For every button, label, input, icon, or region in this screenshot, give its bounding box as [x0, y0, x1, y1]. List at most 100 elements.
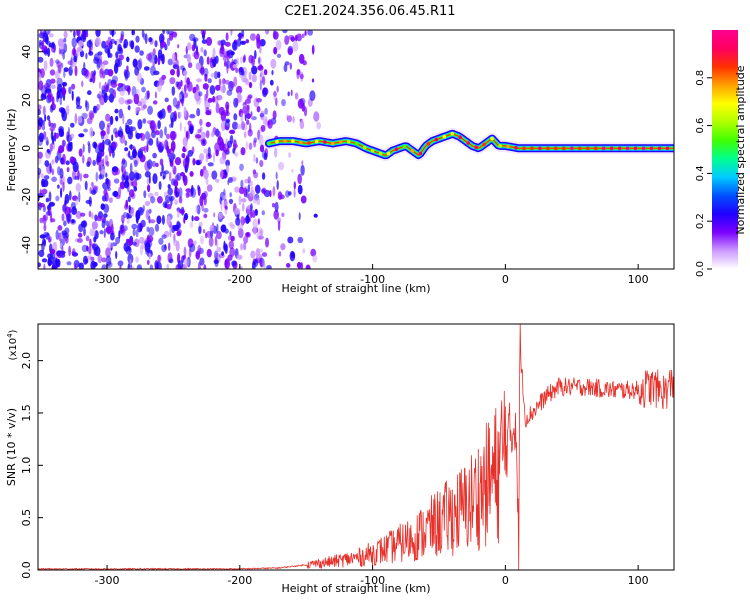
- spectrogram-cell: [229, 81, 235, 89]
- spectrogram-cell: [57, 166, 61, 176]
- spectrogram-cell: [41, 40, 45, 47]
- spectrogram-cell: [89, 228, 96, 237]
- spectrogram-cell: [117, 260, 124, 267]
- spectrogram-cell: [114, 40, 117, 45]
- spectrogram-cell: [129, 126, 136, 132]
- chart-title: C2E1.2024.356.06.45.R11: [284, 4, 455, 19]
- spectrogram-cell: [83, 255, 88, 265]
- spectrogram-cell: [223, 198, 228, 210]
- spectrogram-cell: [186, 77, 190, 85]
- spectrogram-cell: [89, 127, 94, 138]
- spectrogram-cell: [297, 236, 304, 244]
- spectrogram-cell: [170, 196, 173, 206]
- spectrogram-cell: [122, 113, 125, 125]
- spectrogram-ridge-point: [546, 146, 550, 151]
- spectrogram-cell: [133, 159, 138, 168]
- spectrogram-cell: [241, 30, 245, 37]
- spectrogram-cell: [224, 79, 230, 85]
- spectrogram-ridge-point: [466, 141, 471, 145]
- spectrogram-cell: [260, 124, 266, 132]
- spectrogram-cell: [195, 62, 201, 70]
- spectrogram-cell: [39, 189, 42, 196]
- spectrogram-cell: [154, 91, 157, 99]
- spectrogram-cell: [300, 164, 305, 176]
- spectrogram-cell: [227, 140, 232, 148]
- spectrogram-cell: [96, 215, 102, 222]
- spectrogram-cell: [48, 191, 52, 202]
- spectrogram-cell: [242, 106, 248, 114]
- spectrogram-cell: [41, 94, 47, 100]
- spectrogram-cell: [133, 186, 138, 192]
- spectrogram-cell: [65, 214, 72, 223]
- spectrogram-cell: [230, 224, 236, 230]
- spectrogram-cell: [256, 197, 261, 206]
- spectrogram-cell: [238, 195, 242, 206]
- spectrogram-cell: [160, 171, 163, 177]
- spectrogram-ridge-point: [362, 145, 367, 150]
- spectrogram-cell: [235, 217, 241, 226]
- spectrogram-cell: [213, 71, 219, 80]
- spectrogram-cell: [143, 66, 150, 71]
- spectrogram-ridge-point: [554, 146, 558, 151]
- spectrogram-ridge-point: [657, 146, 662, 151]
- spectrogram-cell: [133, 93, 140, 105]
- spectrogram-cell: [197, 184, 200, 191]
- spectrogram-cell: [146, 120, 154, 125]
- spectrogram-cell: [171, 131, 177, 140]
- spectrogram-cell: [115, 167, 120, 176]
- spectrogram-cell: [86, 255, 92, 260]
- spectrogram-cell: [193, 50, 200, 60]
- spectrogram-cell: [158, 142, 165, 152]
- spectrogram-cell: [38, 56, 44, 63]
- spectrogram-cell: [225, 138, 228, 149]
- spectrogram-cell: [202, 229, 206, 234]
- spectrogram-cell: [233, 97, 239, 108]
- spectrogram-cell: [226, 63, 229, 74]
- spectrogram-cell: [203, 213, 208, 219]
- spectrogram-cell: [70, 202, 76, 209]
- spectrogram-cell: [49, 248, 56, 255]
- spectrogram-cell: [218, 212, 224, 220]
- spectrogram-cell: [154, 223, 160, 232]
- spectrogram-cell: [148, 138, 154, 146]
- spectrogram-cell: [133, 238, 140, 248]
- spectrogram-cell: [160, 41, 167, 48]
- spectrogram-cell: [183, 213, 189, 221]
- spectrogram-cell: [189, 171, 194, 177]
- spectrogram-cell: [139, 208, 143, 214]
- spectrogram-cell: [169, 130, 176, 141]
- spectrogram-cell: [232, 64, 238, 69]
- spectrogram-cell: [57, 38, 65, 48]
- spectrogram-cell: [293, 188, 296, 198]
- spectrogram-cell: [231, 260, 237, 267]
- spectrogram-cell: [180, 172, 185, 177]
- spectrogram-ridge-point: [538, 146, 542, 151]
- spectrogram-cell: [68, 206, 72, 214]
- spectrogram-cell: [199, 195, 204, 207]
- spectrogram-cell: [269, 79, 274, 86]
- spectrogram-cell: [38, 104, 42, 110]
- spectrogram-cell: [77, 238, 83, 243]
- spectrogram-cell: [114, 108, 119, 114]
- spectrogram-cell: [159, 129, 164, 139]
- spectrogram-cell: [183, 106, 187, 118]
- y-tick-label: 0: [20, 145, 33, 152]
- colorbar-tick-label: 0.6: [695, 118, 706, 134]
- spectrogram-ridge: [263, 127, 674, 162]
- spectrogram-cell: [205, 232, 208, 239]
- spectrogram-cell: [56, 258, 60, 268]
- spectrogram-cell: [195, 205, 198, 214]
- spectrogram-cell: [76, 30, 81, 37]
- spectrogram-cell: [220, 39, 226, 46]
- spectrogram-cell: [189, 125, 194, 135]
- spectrogram-cell: [61, 81, 68, 87]
- spectrogram-cell: [155, 162, 159, 168]
- spectrogram-cell: [212, 47, 216, 58]
- spectrogram-cell: [136, 59, 142, 71]
- spectrogram-cell: [79, 172, 82, 182]
- spectrogram-cell: [245, 39, 249, 44]
- spectrogram-cell: [146, 159, 153, 170]
- spectrogram-cell: [44, 160, 50, 167]
- spectrogram-cell: [109, 115, 114, 125]
- spectrogram-cell: [54, 132, 60, 139]
